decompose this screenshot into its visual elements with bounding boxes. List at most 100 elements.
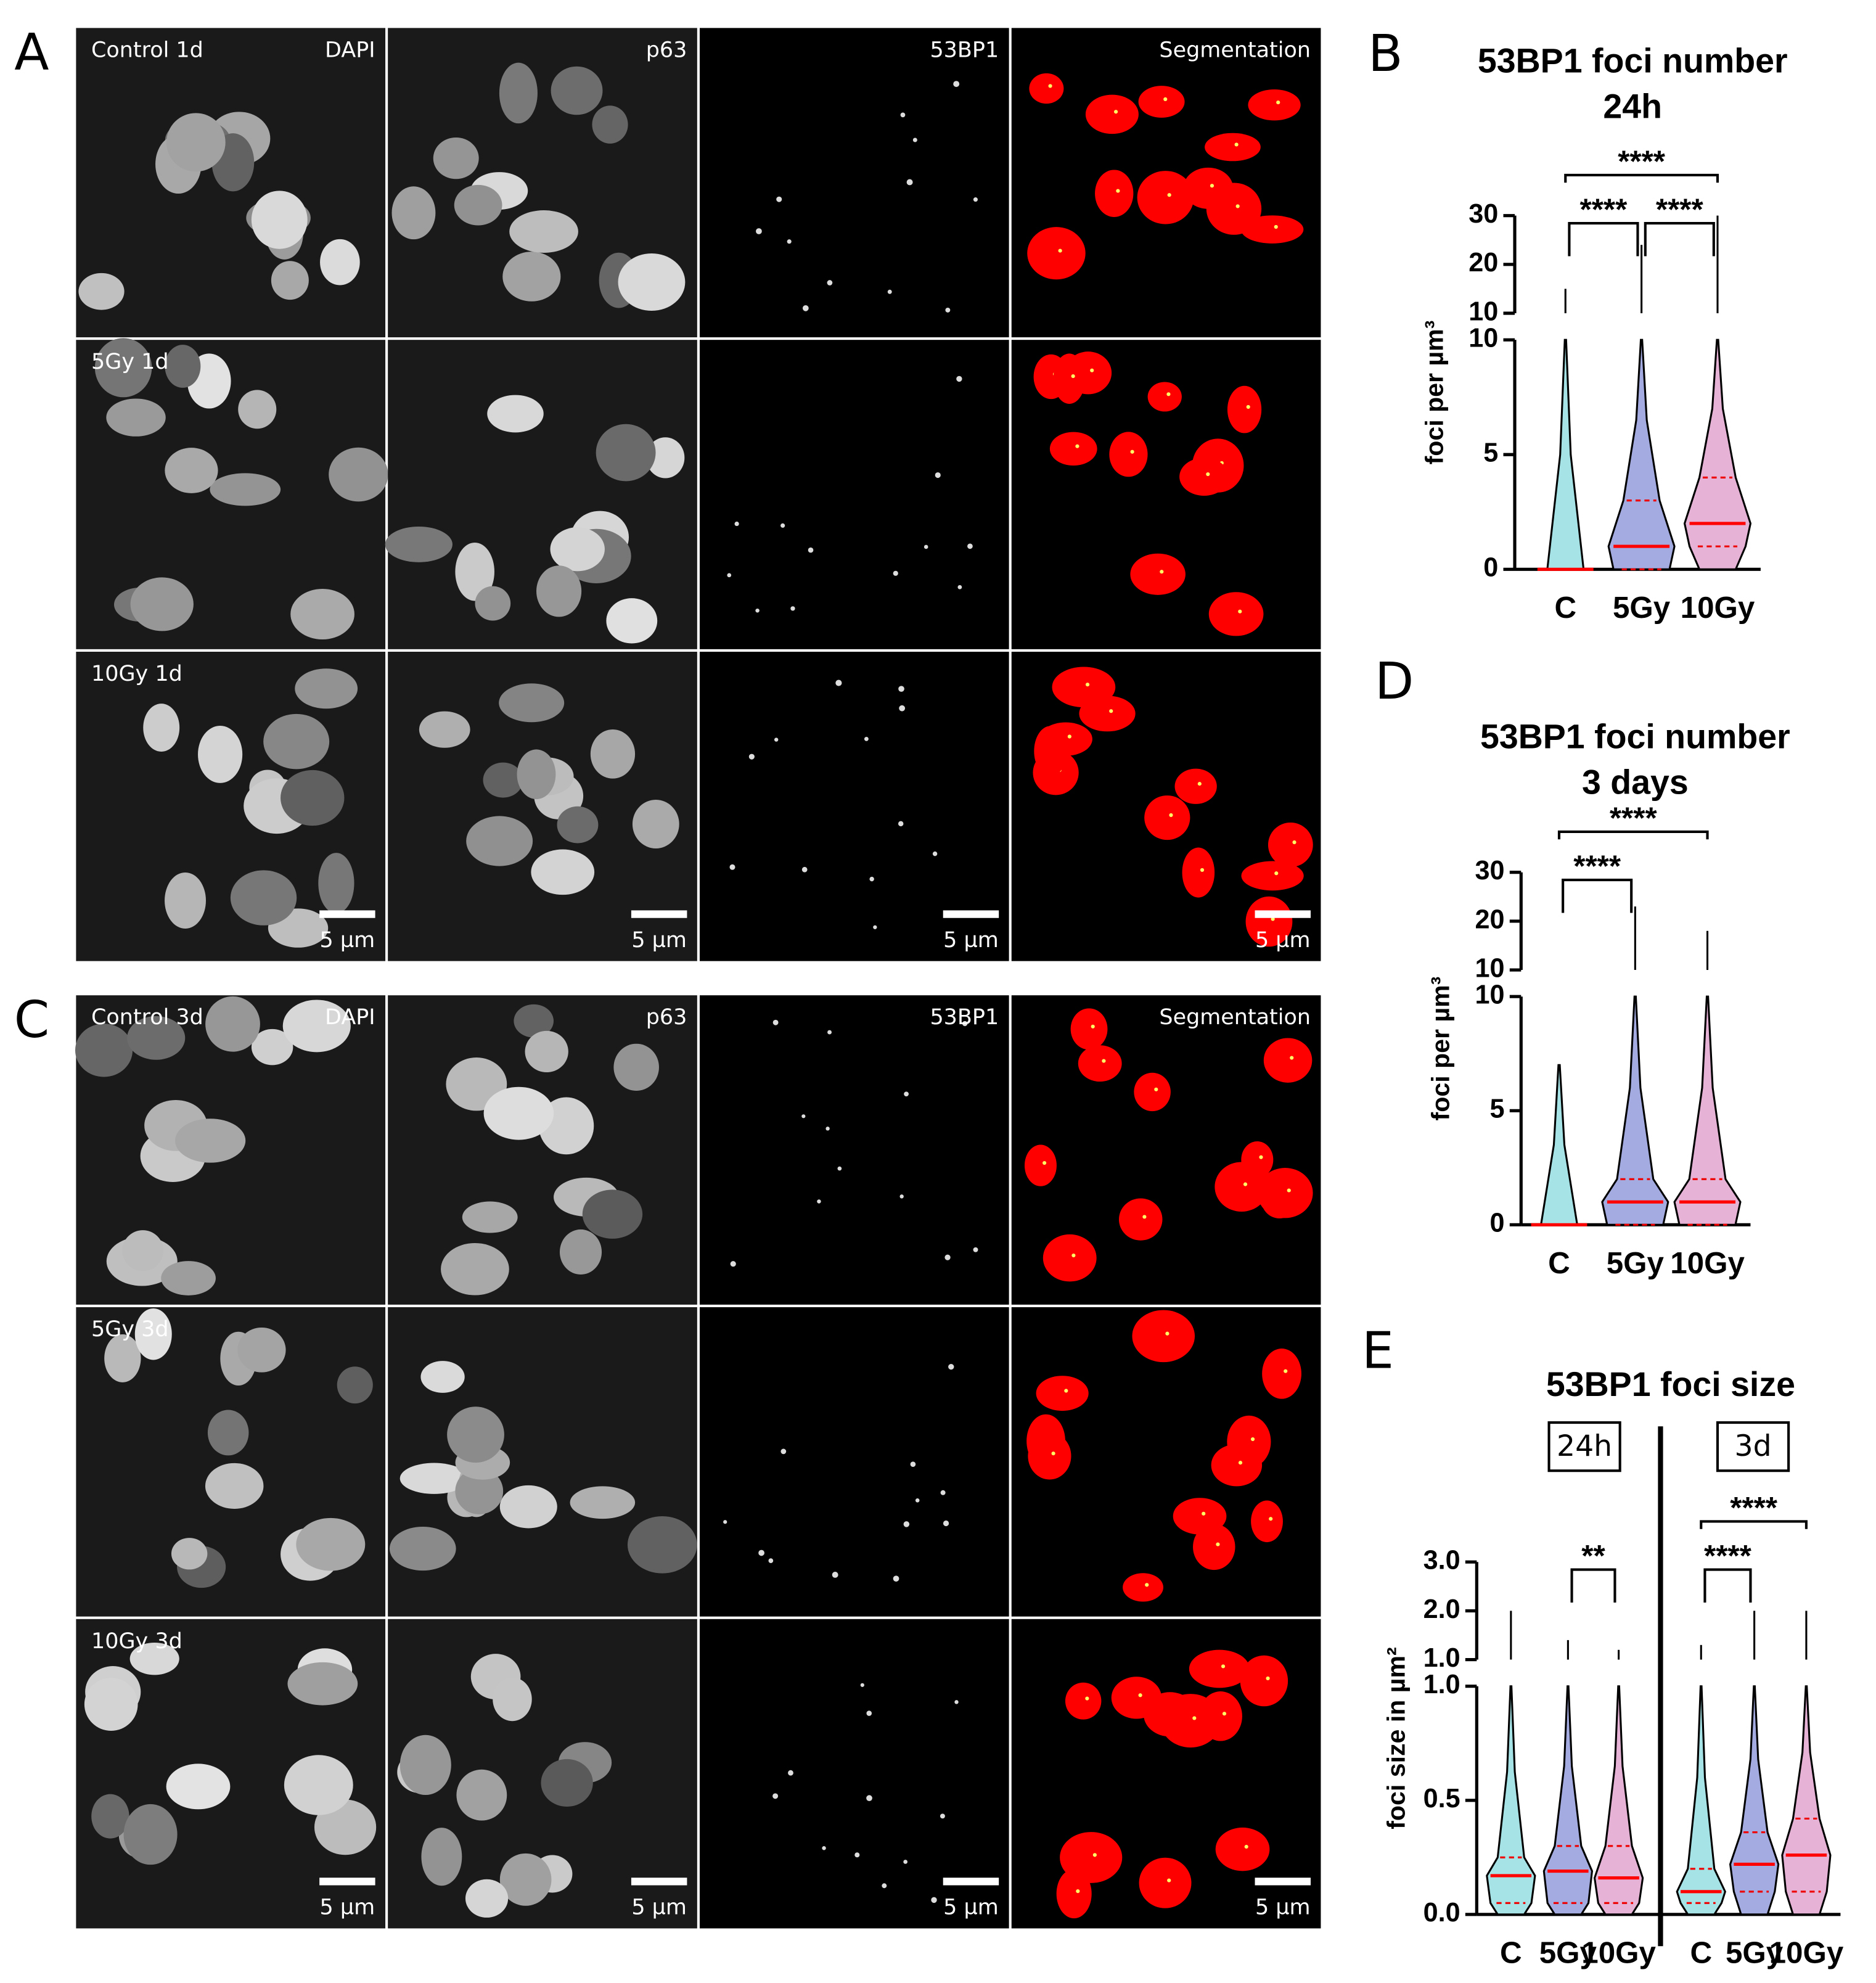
scale-bar (319, 1878, 375, 1886)
focus (904, 1091, 909, 1097)
focus (869, 876, 874, 882)
focus (943, 1520, 949, 1527)
y-tick-label: 20 (1468, 248, 1498, 277)
segmented-focus (1238, 609, 1242, 614)
nucleus (483, 762, 523, 798)
nucleus (106, 398, 166, 437)
micrograph (1011, 1307, 1321, 1617)
scale-bar-label: 5 µm (1255, 1895, 1311, 1920)
nucleus (517, 749, 556, 800)
significance-bracket (1644, 221, 1715, 257)
nucleus (94, 338, 152, 398)
segmented-nucleus (1132, 1310, 1195, 1363)
significance-bracket (1703, 1568, 1752, 1603)
micrograph (76, 338, 388, 649)
group-label: 3d (1735, 1429, 1772, 1463)
y-tick-label: 5 (1483, 438, 1498, 468)
image-background (699, 995, 1009, 1305)
focus (817, 1199, 821, 1204)
scale-bar-label: 5 µm (320, 928, 375, 953)
micrograph (385, 340, 697, 649)
segmented-focus (1246, 404, 1250, 409)
scale-bar-label: 5 µm (631, 928, 687, 953)
segmented-nucleus (1179, 458, 1229, 496)
nucleus (281, 770, 345, 826)
segmented-focus (1085, 683, 1090, 687)
segmented-focus (1243, 1182, 1248, 1186)
segmented-nucleus (1241, 861, 1304, 891)
segmented-nucleus (1039, 722, 1092, 756)
segmented-nucleus (1109, 432, 1148, 477)
nucleus (127, 1016, 186, 1060)
x-tick-label: 5Gy (1613, 591, 1671, 625)
segmented-focus (1271, 917, 1275, 921)
significance-label: **** (1573, 850, 1621, 884)
image-background (699, 340, 1009, 649)
focus (910, 1461, 916, 1467)
nucleus (499, 62, 538, 124)
segmented-nucleus (1215, 1827, 1270, 1871)
nucleus (531, 849, 595, 895)
image-background (699, 1619, 1009, 1929)
significance-bracket (1562, 879, 1633, 913)
segmented-focus (1210, 184, 1214, 188)
segmented-focus (1200, 868, 1205, 872)
focus (788, 1770, 793, 1776)
micrograph (1011, 651, 1321, 961)
segmented-nucleus (1053, 353, 1086, 404)
x-tick-label: 10Gy (1769, 1936, 1844, 1970)
segmented-nucleus (1193, 1524, 1235, 1570)
nucleus (389, 1526, 456, 1571)
focus (932, 851, 938, 856)
segmented-focus (1269, 1517, 1273, 1521)
segmented-nucleus (1138, 86, 1185, 118)
focus (948, 1363, 954, 1370)
violin (1729, 1685, 1780, 1916)
focus (864, 736, 869, 741)
row-label: Control 1d (91, 38, 203, 62)
micrograph (388, 1307, 697, 1617)
x-tick-label: 5Gy (1539, 1936, 1597, 1970)
segmented-nucleus (1085, 94, 1139, 134)
nucleus (166, 113, 226, 172)
nucleus (466, 816, 533, 866)
nucleus (230, 870, 297, 926)
focus (967, 543, 973, 549)
micrograph (388, 28, 697, 338)
focus (893, 570, 898, 576)
nucleus (455, 1468, 504, 1514)
segmented-focus (1292, 840, 1296, 845)
segmented-focus (1142, 1215, 1147, 1219)
focus (944, 1254, 951, 1260)
scale-bar (943, 1878, 999, 1886)
segmented-focus (1290, 1056, 1294, 1060)
segmented-nucleus (1206, 183, 1262, 235)
focus (802, 305, 809, 311)
nucleus (551, 66, 603, 115)
focus (723, 1520, 727, 1524)
nucleus (161, 1261, 216, 1295)
significance-label: **** (1656, 193, 1704, 227)
focus (734, 521, 739, 527)
nucleus (134, 1308, 172, 1360)
focus (776, 196, 782, 202)
nucleus (165, 345, 201, 388)
y-axis-label: foci per µm³ (1420, 321, 1448, 465)
focus (825, 1127, 830, 1131)
segmented-nucleus (1028, 1432, 1071, 1480)
segmented-focus (1085, 1696, 1089, 1701)
column-label: p63 (646, 38, 687, 62)
scale-bar (631, 1878, 687, 1886)
segmented-focus (1163, 97, 1168, 101)
focus (898, 686, 904, 692)
focus (953, 81, 960, 88)
segmented-focus (1167, 193, 1171, 197)
column-label: DAPI (325, 38, 375, 62)
row-label: Control 3d (91, 1005, 203, 1030)
segmented-focus (1138, 1693, 1142, 1698)
nucleus (205, 1463, 264, 1509)
focus (873, 925, 877, 929)
nucleus (420, 1361, 465, 1393)
segmented-focus (1244, 1844, 1248, 1849)
nucleus (590, 729, 636, 779)
